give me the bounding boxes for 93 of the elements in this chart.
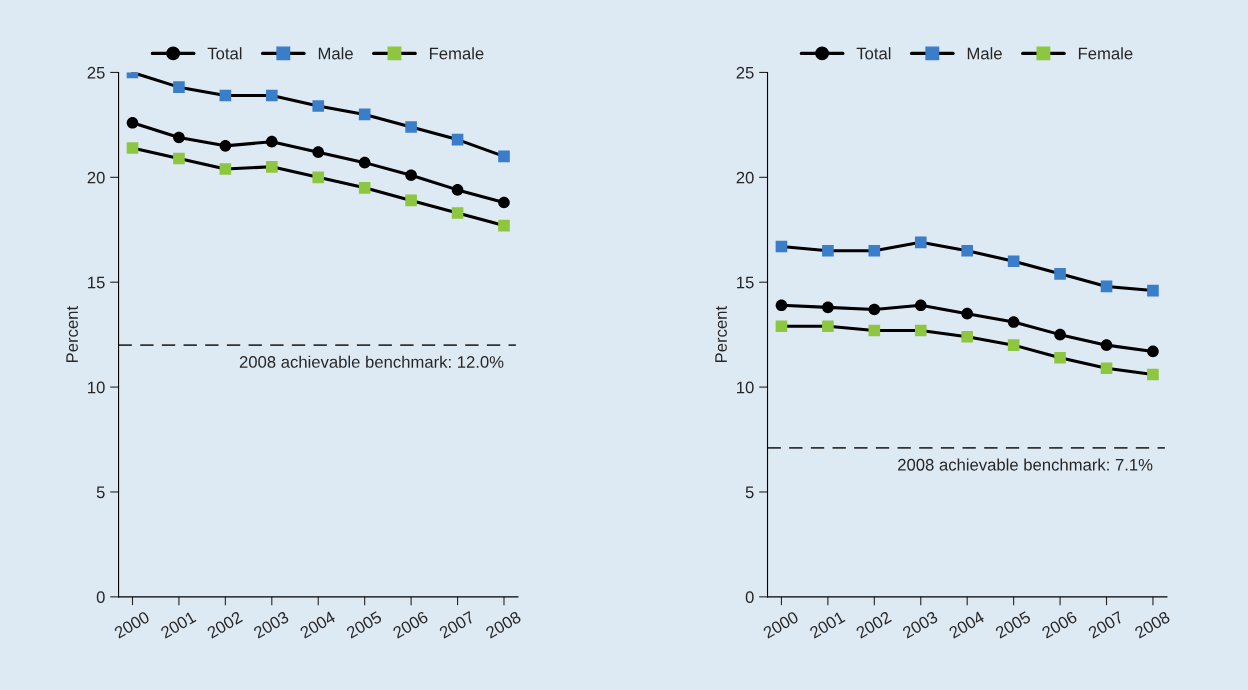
x-tick-label: 2002 <box>855 610 892 639</box>
x-tick-label: 2000 <box>762 610 800 639</box>
point <box>1054 268 1066 280</box>
point <box>126 116 139 129</box>
y-tick-label: 0 <box>745 591 754 604</box>
point <box>265 89 278 102</box>
point <box>498 219 510 232</box>
point <box>1054 328 1066 341</box>
point <box>914 324 927 337</box>
point <box>822 320 834 333</box>
legend-label: Female <box>1078 47 1133 60</box>
point <box>405 121 417 133</box>
point <box>1147 368 1159 381</box>
point <box>822 244 834 257</box>
point <box>405 194 417 207</box>
point <box>312 171 325 184</box>
legend-label: Female <box>429 47 484 60</box>
x-tick-label: 2000 <box>113 610 151 639</box>
x-tick-label: 2003 <box>252 610 290 639</box>
point <box>451 133 464 146</box>
x-tick-label: 2005 <box>994 610 1032 639</box>
point <box>775 299 788 312</box>
point <box>173 131 185 144</box>
x-tick-label: 2004 <box>299 610 337 639</box>
point <box>358 182 371 194</box>
point <box>173 152 185 165</box>
point <box>219 89 232 102</box>
y-tick-label: 25 <box>87 66 105 79</box>
y-tick-label: 25 <box>736 66 754 79</box>
point <box>1054 351 1066 364</box>
point <box>498 196 510 209</box>
y-tick-label: 15 <box>737 276 754 289</box>
y-tick-label: 5 <box>96 486 105 499</box>
legend-label: Male <box>967 47 1002 60</box>
point <box>1147 345 1159 358</box>
y-tick-label: 10 <box>88 381 105 394</box>
y-tick-label: 20 <box>87 171 105 184</box>
point <box>1100 280 1113 293</box>
y-tick-label: 0 <box>96 591 105 604</box>
x-tick-label: 2007 <box>1087 610 1125 639</box>
point <box>822 301 834 314</box>
point <box>405 169 417 182</box>
point <box>868 303 881 316</box>
point <box>1147 284 1159 297</box>
point <box>868 324 881 337</box>
x-tick-label: 2004 <box>948 610 986 639</box>
point <box>126 142 139 154</box>
point <box>358 156 371 169</box>
point <box>1007 316 1020 328</box>
point <box>775 240 788 253</box>
y-axis-title: Percent <box>66 306 78 362</box>
y-axis-title: Percent <box>715 306 727 362</box>
point <box>451 207 464 219</box>
point <box>312 146 325 158</box>
point <box>451 184 464 196</box>
point <box>265 161 278 173</box>
x-tick-label: 2006 <box>392 610 429 639</box>
point <box>1007 255 1020 268</box>
y-tick-label: 5 <box>745 486 754 499</box>
x-tick-label: 2005 <box>345 610 383 639</box>
ref-line-label: 2008 achievable benchmark: 7.1% <box>898 458 1153 471</box>
point <box>173 81 185 93</box>
point <box>961 307 974 320</box>
point <box>775 320 788 333</box>
point <box>498 150 510 163</box>
y-tick-label: 20 <box>736 171 754 184</box>
x-tick-label: 2007 <box>438 610 476 639</box>
x-tick-label: 2008 <box>485 610 522 639</box>
x-tick-label: 2001 <box>159 610 197 639</box>
point <box>961 330 974 343</box>
point <box>1007 339 1020 351</box>
x-tick-label: 2008 <box>1133 610 1171 639</box>
x-tick-label: 2006 <box>1041 610 1078 639</box>
x-tick-label: 2002 <box>206 610 243 639</box>
point <box>1100 339 1113 351</box>
legend-label: Male <box>318 47 353 60</box>
ref-line-label: 2008 achievable benchmark: 12.0% <box>239 355 504 368</box>
point <box>868 244 881 257</box>
x-tick-label: 2003 <box>901 610 939 639</box>
point <box>358 108 371 121</box>
y-tick-label: 10 <box>737 381 754 394</box>
point <box>914 299 927 312</box>
x-tick-label: 2001 <box>808 610 846 639</box>
point <box>312 100 325 112</box>
point <box>219 163 232 175</box>
y-tick-label: 15 <box>88 276 105 289</box>
point <box>219 140 232 152</box>
point <box>914 236 927 249</box>
legend-label: Total <box>856 47 891 60</box>
legend-label: Total <box>207 47 242 60</box>
point <box>265 135 278 148</box>
point <box>1100 362 1113 375</box>
point <box>961 244 974 257</box>
